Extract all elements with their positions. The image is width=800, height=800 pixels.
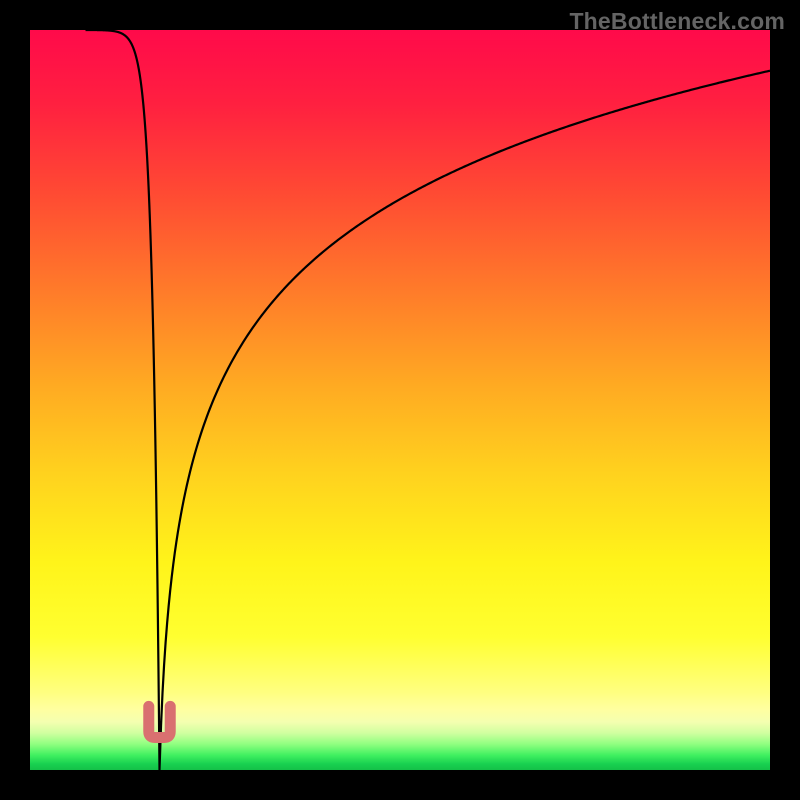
plot-area — [30, 30, 770, 770]
plot-svg — [30, 30, 770, 770]
watermark-text: TheBottleneck.com — [569, 8, 785, 35]
gradient-background — [30, 30, 770, 770]
chart-container: { "canvas": { "width": 800, "height": 80… — [0, 0, 800, 800]
